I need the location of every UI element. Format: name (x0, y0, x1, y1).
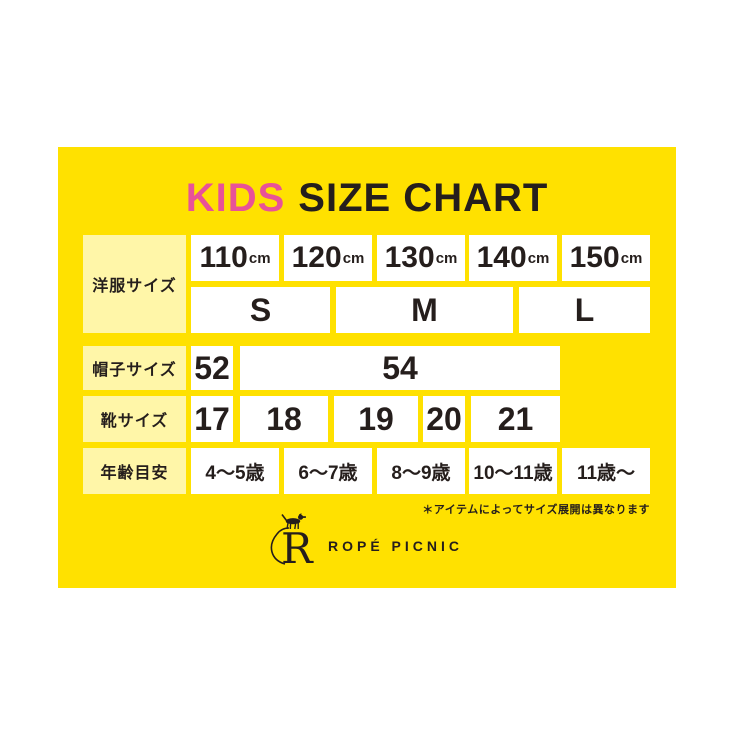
height-value: 140 (476, 241, 527, 274)
letter-size-cell-l: L (519, 287, 650, 333)
cm-unit: cm (342, 249, 365, 267)
shoe-size-cell: 18 (240, 396, 328, 442)
cm-unit: cm (248, 249, 271, 267)
age-range-cell: 8〜9歳 (377, 448, 465, 494)
age-range-cell: 11歳〜 (562, 448, 650, 494)
label-age-guide: 年齢目安 (83, 448, 186, 494)
title-size-chart: SIZE CHART (298, 176, 549, 220)
label-clothing-size: 洋服サイズ (83, 235, 186, 333)
height-cell: 120 cm (284, 235, 372, 281)
title-kids: KIDS (185, 176, 286, 220)
shoe-size-cell: 20 (423, 396, 465, 442)
height-value: 110 (199, 241, 248, 274)
height-cell: 140 cm (469, 235, 557, 281)
brand-logo: R ROPÉ PICNIC (58, 513, 676, 571)
r-monogram: R (270, 513, 313, 573)
cm-unit: cm (435, 249, 458, 267)
height-cell: 110 cm (191, 235, 279, 281)
hat-size-cell: 54 (240, 346, 560, 390)
hat-size-cell: 52 (191, 346, 233, 390)
age-range-cell: 10〜11歳 (469, 448, 557, 494)
size-note: ＊アイテムによってサイズ展開は異なります (422, 504, 650, 516)
shoe-size-cell: 17 (191, 396, 233, 442)
cm-unit: cm (527, 249, 550, 267)
age-range-cell: 4〜5歳 (191, 448, 279, 494)
letter-size-cell-m: M (336, 287, 513, 333)
cm-unit: cm (620, 249, 643, 267)
letter-size-cell-s: S (191, 287, 330, 333)
label-hat-size: 帽子サイズ (83, 346, 186, 390)
height-value: 120 (291, 241, 342, 274)
dog-icon (281, 513, 306, 530)
age-range-cell: 6〜7歳 (284, 448, 372, 494)
shoe-size-cell: 21 (471, 396, 560, 442)
height-value: 150 (569, 241, 620, 274)
height-cell: 130 cm (377, 235, 465, 281)
height-value: 130 (384, 241, 435, 274)
monogram-letter: R (280, 524, 313, 573)
page-title: KIDS SIZE CHART (58, 177, 676, 219)
label-shoe-size: 靴サイズ (83, 396, 186, 442)
shoe-size-cell: 19 (334, 396, 418, 442)
swash-icon (270, 527, 290, 565)
brand-wordmark: ROPÉ PICNIC (327, 538, 463, 554)
yellow-card: KIDS SIZE CHART 洋服サイズ 帽子サイズ 靴サイズ 年齢目安 110… (58, 147, 676, 588)
height-cell: 150 cm (562, 235, 650, 281)
